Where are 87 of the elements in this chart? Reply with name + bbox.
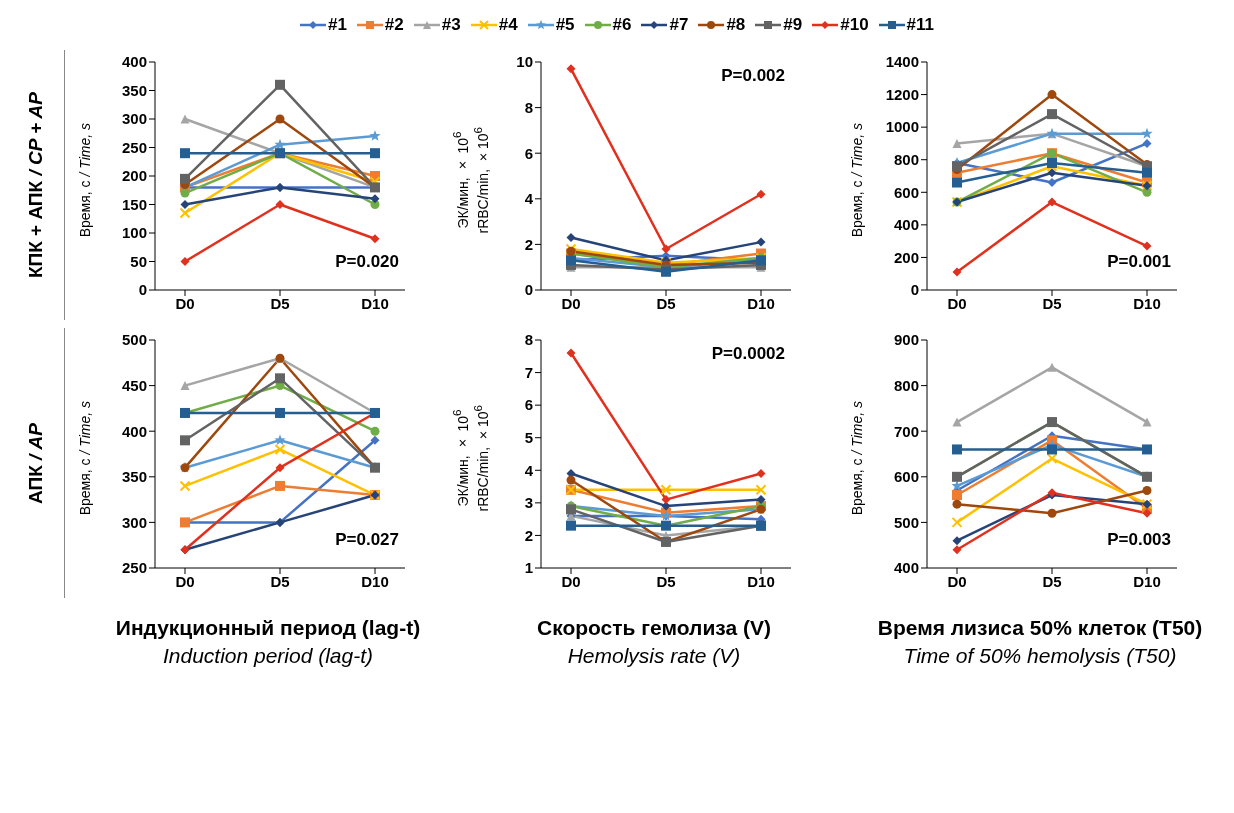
y-tick-label: 300 xyxy=(121,110,147,128)
legend-label: #5 xyxy=(555,15,575,35)
legend-label: #8 xyxy=(726,15,746,35)
y-tick-label: 350 xyxy=(121,468,147,486)
y-tick-label: 500 xyxy=(893,513,919,531)
x-tick-label: D5 xyxy=(656,294,676,312)
y-tick-label: 250 xyxy=(121,559,147,577)
y-tick-label: 200 xyxy=(893,248,919,266)
y-tick-label: 4 xyxy=(524,190,534,208)
x-tick-label: D5 xyxy=(656,572,676,590)
y-tick-label: 2 xyxy=(524,526,533,544)
y-tick-label: 10 xyxy=(516,53,533,71)
x-tick-label: D5 xyxy=(1042,572,1062,590)
x-tick-label: D0 xyxy=(175,294,195,312)
y-tick-label: 50 xyxy=(130,252,147,270)
y-tick-label: 8 xyxy=(524,98,533,116)
y-tick-label: 5 xyxy=(524,429,533,447)
y-tick-label: 500 xyxy=(121,331,147,349)
legend-label: #6 xyxy=(612,15,632,35)
x-tick-label: D0 xyxy=(561,572,581,590)
y-tick-label: 1200 xyxy=(885,85,919,103)
legend-label: #2 xyxy=(384,15,404,35)
y-tick-label: 600 xyxy=(893,183,919,201)
x-axis-title: Скорость гемолиза (V) Hemolysis rate (V) xyxy=(536,616,772,668)
x-tick-label: D5 xyxy=(1042,294,1062,312)
y-axis-title: Время, с / Time, s xyxy=(849,400,865,516)
annotation: P=0.0002 xyxy=(711,344,785,364)
y-tick-label: 0 xyxy=(138,281,147,299)
y-tick-label: 4 xyxy=(524,461,534,479)
annotation: P=0.001 xyxy=(1107,252,1171,272)
y-tick-label: 0 xyxy=(910,281,919,299)
x-axis-title: Индукционный период (lag-t) Induction period (lag-t) xyxy=(114,616,422,668)
legend-label: #4 xyxy=(498,15,518,35)
annotation: P=0.002 xyxy=(721,66,785,86)
y-tick-label: 400 xyxy=(893,216,919,234)
y-tick-label: 3 xyxy=(524,494,533,512)
x-tick-label: D10 xyxy=(1133,572,1161,590)
y-tick-label: 0 xyxy=(524,281,533,299)
y-tick-label: 400 xyxy=(893,559,919,577)
x-tick-label: D0 xyxy=(561,294,581,312)
y-axis-title: Время, с / Time, s xyxy=(77,400,93,516)
legend-label: #10 xyxy=(840,15,869,35)
y-tick-label: 6 xyxy=(524,396,533,414)
x-tick-label: D0 xyxy=(947,572,967,590)
y-tick-label: 700 xyxy=(893,422,919,440)
text: КПК + АПК / CP + AP xyxy=(25,91,46,279)
y-tick-label: 100 xyxy=(121,224,147,242)
y-tick-label: 8 xyxy=(524,331,533,349)
x-tick-label: D10 xyxy=(361,294,389,312)
y-tick-label: 600 xyxy=(893,468,919,486)
annotation: P=0.020 xyxy=(335,252,399,272)
x-tick-label: D0 xyxy=(947,294,967,312)
y-tick-label: 250 xyxy=(121,138,147,156)
y-tick-label: 450 xyxy=(121,376,147,394)
legend-label: #3 xyxy=(441,15,461,35)
y-tick-label: 2 xyxy=(524,235,533,253)
y-tick-label: 1400 xyxy=(885,53,919,71)
x-tick-label: D10 xyxy=(747,572,775,590)
y-tick-label: 1 xyxy=(524,559,533,577)
y-axis-title: Время, с / Time, s xyxy=(77,122,93,238)
text: АПК / AP xyxy=(25,422,46,504)
y-tick-label: 400 xyxy=(121,53,147,71)
y-tick-label: 300 xyxy=(121,513,147,531)
legend-label: #11 xyxy=(906,15,935,35)
y-tick-label: 6 xyxy=(524,144,533,162)
y-tick-label: 350 xyxy=(121,81,147,99)
y-tick-label: 200 xyxy=(121,167,147,185)
y-tick-label: 800 xyxy=(893,376,919,394)
y-tick-label: 7 xyxy=(524,363,533,381)
x-tick-label: D5 xyxy=(270,572,290,590)
legend-label: #9 xyxy=(783,15,803,35)
x-tick-label: D5 xyxy=(270,294,290,312)
y-tick-label: 400 xyxy=(121,422,147,440)
legend-label: #1 xyxy=(327,15,347,35)
y-tick-label: 900 xyxy=(893,331,919,349)
x-axis-title: Время лизиса 50% клеток (T50) Time of 50% hemolysis (T50) xyxy=(876,616,1204,668)
x-tick-label: D10 xyxy=(747,294,775,312)
y-tick-label: 150 xyxy=(121,195,147,213)
x-tick-label: D0 xyxy=(175,572,195,590)
annotation: P=0.027 xyxy=(335,530,399,550)
x-tick-label: D10 xyxy=(1133,294,1161,312)
y-tick-label: 1000 xyxy=(885,118,919,136)
legend-label: #7 xyxy=(669,15,689,35)
x-tick-label: D10 xyxy=(361,572,389,590)
y-tick-label: 800 xyxy=(893,151,919,169)
annotation: P=0.003 xyxy=(1107,530,1171,550)
y-axis-title: Время, с / Time, s xyxy=(849,122,865,238)
